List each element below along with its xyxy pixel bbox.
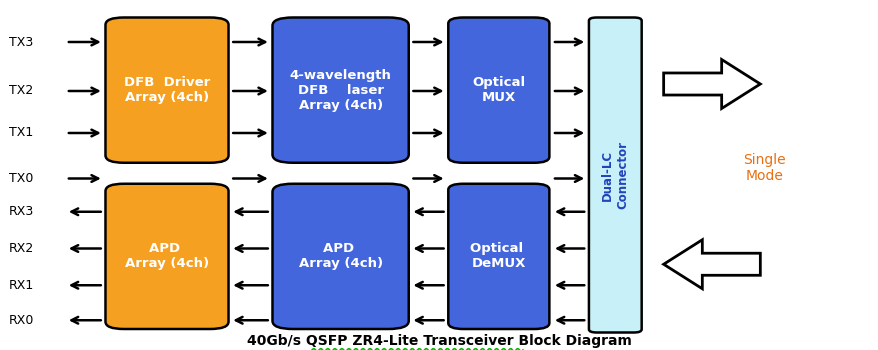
Text: RX1: RX1 <box>9 279 34 292</box>
Text: DFB  Driver
Array (4ch): DFB Driver Array (4ch) <box>124 76 210 104</box>
Text: 4-wavelength
DFB    laser
Array (4ch): 4-wavelength DFB laser Array (4ch) <box>290 69 391 112</box>
Polygon shape <box>663 240 759 289</box>
Text: RX0: RX0 <box>9 314 34 327</box>
FancyBboxPatch shape <box>272 18 408 163</box>
FancyBboxPatch shape <box>448 184 549 329</box>
FancyBboxPatch shape <box>272 184 408 329</box>
Text: 40Gb/s QSFP ZR4-Lite Transceiver Block Diagram: 40Gb/s QSFP ZR4-Lite Transceiver Block D… <box>247 334 631 348</box>
Polygon shape <box>663 60 759 108</box>
Text: TX0: TX0 <box>9 172 33 185</box>
Text: APD 
Array (4ch): APD Array (4ch) <box>299 243 382 271</box>
Text: TX2: TX2 <box>9 84 33 98</box>
FancyBboxPatch shape <box>105 184 228 329</box>
FancyBboxPatch shape <box>588 18 641 332</box>
Text: RX2: RX2 <box>9 242 34 255</box>
Text: TX3: TX3 <box>9 35 33 49</box>
Text: Single
Mode: Single Mode <box>743 153 785 183</box>
FancyBboxPatch shape <box>105 18 228 163</box>
FancyBboxPatch shape <box>448 18 549 163</box>
Text: Dual-LC
Connector: Dual-LC Connector <box>601 141 629 209</box>
Text: RX3: RX3 <box>9 205 34 218</box>
Text: TX1: TX1 <box>9 126 33 140</box>
Text: Optical
MUX: Optical MUX <box>471 76 525 104</box>
Text: Optical 
DeMUX: Optical DeMUX <box>470 243 527 271</box>
Text: APD 
Array (4ch): APD Array (4ch) <box>125 243 209 271</box>
